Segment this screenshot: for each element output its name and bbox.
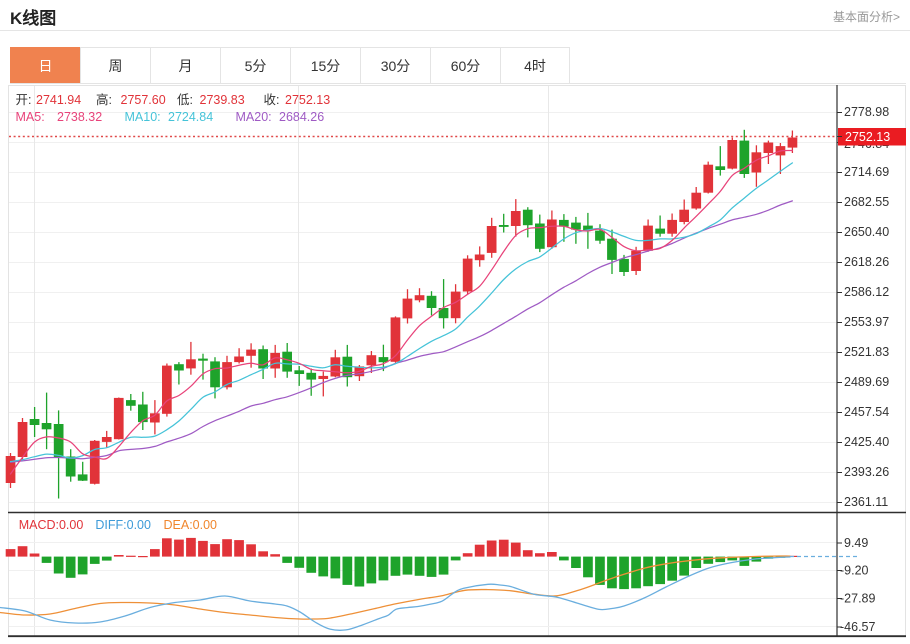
svg-text:2361.11: 2361.11 — [844, 495, 888, 509]
svg-text:2521.83: 2521.83 — [844, 345, 889, 359]
svg-text:-46.57: -46.57 — [840, 620, 875, 634]
svg-text:2752.13: 2752.13 — [845, 130, 890, 144]
svg-text:2586.12: 2586.12 — [844, 285, 889, 299]
svg-text:2714.69: 2714.69 — [844, 165, 889, 179]
svg-text:-27.89: -27.89 — [840, 592, 875, 606]
svg-text:2393.26: 2393.26 — [844, 465, 889, 479]
svg-text:2682.55: 2682.55 — [844, 195, 889, 209]
svg-text:开:2741.94高:2757.60低:2739.83收:2: 开: 2741.94 高: 2757.60 低: 2739.83 收: 2752.13 — [16, 92, 331, 107]
svg-text:-9.20: -9.20 — [840, 564, 869, 578]
svg-text:2553.97: 2553.97 — [844, 315, 889, 329]
svg-text:2650.40: 2650.40 — [844, 225, 889, 239]
svg-text:2425.40: 2425.40 — [844, 435, 889, 449]
svg-text:2778.98: 2778.98 — [844, 105, 889, 119]
svg-text:2489.69: 2489.69 — [844, 375, 889, 389]
svg-text:2618.26: 2618.26 — [844, 255, 889, 269]
svg-text:2457.54: 2457.54 — [844, 405, 889, 419]
svg-text:9.49: 9.49 — [844, 536, 868, 550]
